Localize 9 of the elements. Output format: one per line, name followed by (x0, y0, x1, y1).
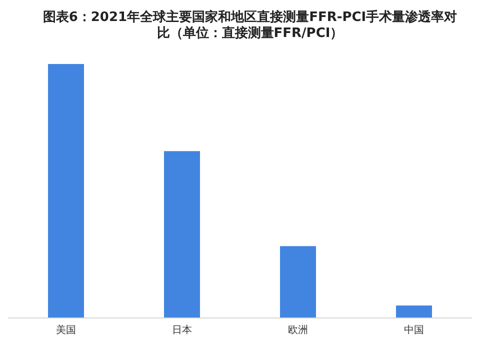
bar (396, 306, 432, 318)
x-tick-label: 日本 (172, 324, 192, 336)
bar (280, 246, 316, 318)
bar (48, 64, 84, 318)
chart-title: 图表6：2021年全球主要国家和地区直接测量FFR-PCI手术量渗透率对比（单位：直接测量FFR/PCI） (42, 8, 458, 42)
x-tick-label: 美国 (56, 324, 76, 336)
bar (164, 151, 200, 318)
x-tick-label: 欧洲 (288, 324, 308, 336)
x-tick-label: 中国 (404, 324, 424, 336)
